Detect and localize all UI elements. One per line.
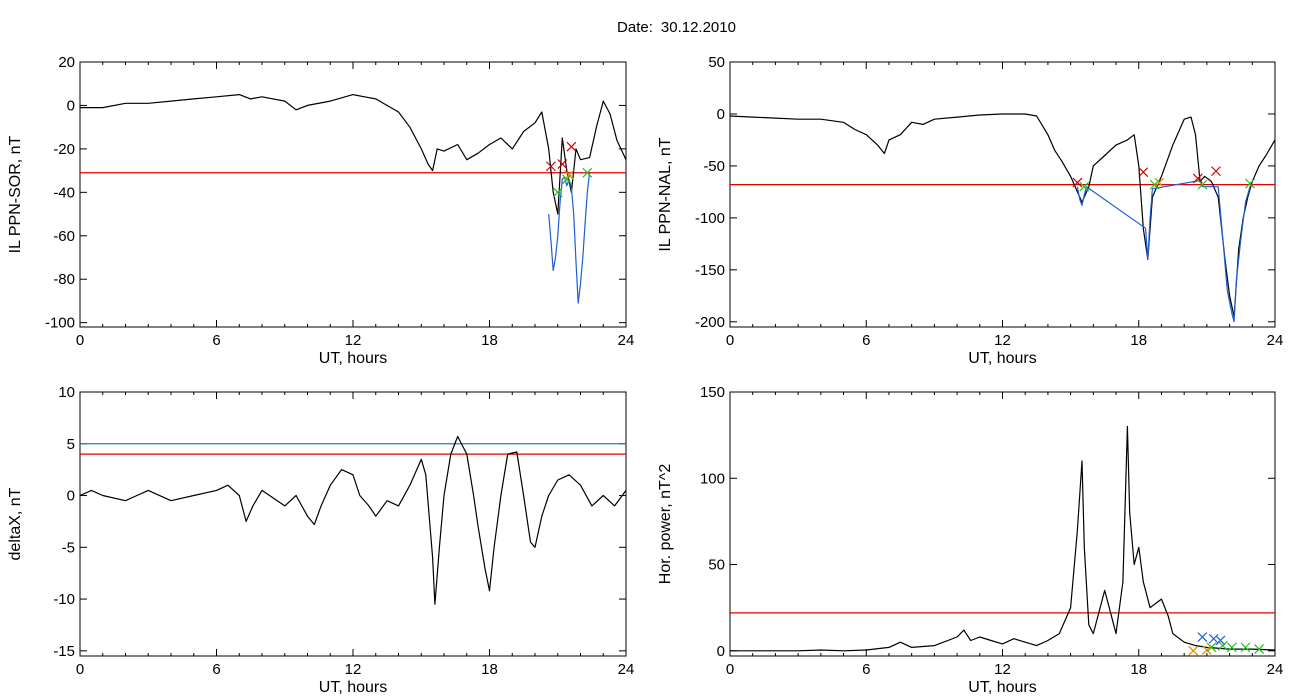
- series-line: [80, 94, 626, 215]
- y-tick-label: 50: [708, 557, 725, 574]
- x-axis-label: UT, hours: [319, 350, 387, 367]
- data-marker: [1208, 633, 1219, 644]
- data-marker: [1079, 181, 1090, 192]
- y-tick-label: -60: [53, 228, 75, 245]
- series-line: [548, 172, 591, 304]
- y-tick-label: 0: [717, 643, 725, 660]
- y-tick-label: 5: [67, 436, 75, 453]
- x-tick-label: 24: [618, 661, 635, 678]
- x-tick-label: 24: [1267, 661, 1284, 678]
- x-tick-label: 0: [726, 661, 734, 678]
- y-tick-label: 100: [700, 470, 725, 487]
- x-tick-label: 0: [726, 332, 734, 349]
- panel-hor-power: 0 6 12 18 24 150 100 50 0 UT, hours Hor. power, nT…: [657, 384, 1283, 696]
- data-marker: [1201, 645, 1212, 655]
- x-tick-label: 12: [994, 661, 1011, 678]
- y-tick-label: -100: [695, 210, 725, 227]
- data-marker: [1245, 178, 1255, 189]
- x-tick-label: 18: [1130, 661, 1147, 678]
- data-marker: [1072, 177, 1083, 188]
- page-title: Date: 30.12.2010: [0, 19, 1300, 36]
- data-marker: [1197, 179, 1208, 190]
- plot-frame: [729, 61, 1276, 328]
- data-marker: [1226, 642, 1237, 653]
- panel-il-ppn-nal: 0 6 12 18 24 50 0 -50 -100 -150 -200 UT, hours IL PP…: [657, 54, 1283, 367]
- x-axis-label: UT, hours: [968, 679, 1036, 696]
- date-value: 30.12.2010: [660, 19, 736, 36]
- y-tick-label: 20: [58, 54, 75, 71]
- x-axis-label: UT, hours: [319, 679, 387, 696]
- y-tick-label: -10: [53, 591, 75, 608]
- y-tick-label: -20: [53, 141, 75, 158]
- y-axis-label: deltaX, nT: [7, 487, 24, 560]
- data-marker: [557, 159, 568, 170]
- x-tick-label: 12: [345, 332, 362, 349]
- x-tick-label: 18: [481, 661, 498, 678]
- data-marker: [1254, 644, 1265, 655]
- data-marker: [1215, 635, 1226, 646]
- x-tick-label: 0: [76, 661, 84, 678]
- y-tick-label: 10: [58, 384, 75, 401]
- y-tick-label: -100: [45, 315, 75, 332]
- y-tick-label: -200: [695, 314, 725, 331]
- series-line: [730, 425, 1275, 652]
- data-marker: [1197, 632, 1208, 642]
- data-marker: [1217, 640, 1228, 651]
- y-tick-label: -150: [695, 262, 725, 279]
- y-tick-label: -50: [703, 158, 725, 175]
- x-tick-label: 18: [1130, 332, 1147, 349]
- x-tick-label: 24: [618, 332, 635, 349]
- y-axis-label: IL PPN-SOR, nT: [7, 135, 24, 253]
- data-marker: [1138, 167, 1149, 178]
- y-tick-label: -80: [53, 271, 75, 288]
- x-tick-label: 12: [994, 332, 1011, 349]
- y-tick-label: -5: [62, 539, 75, 556]
- y-axis-label: Hor. power, nT^2: [657, 464, 674, 585]
- series-line: [80, 435, 626, 605]
- data-marker: [1192, 173, 1203, 184]
- x-tick-label: 6: [212, 661, 220, 678]
- series-line: [1076, 179, 1251, 323]
- y-tick-label: 0: [67, 488, 75, 505]
- series-line: [730, 113, 1275, 318]
- panel-il-ppn-sor: 0 6 12 18 24 20 0 -20 -40 -60 -80 -100 UT, hours IL P…: [7, 54, 634, 367]
- data-marker: [1211, 166, 1221, 177]
- x-tick-label: 12: [345, 661, 362, 678]
- y-tick-label: 0: [67, 97, 75, 114]
- data-marker: [546, 161, 556, 172]
- data-marker: [1188, 645, 1199, 656]
- x-tick-label: 18: [481, 332, 498, 349]
- data-marker: [1206, 642, 1217, 653]
- y-tick-label: 150: [700, 384, 725, 401]
- x-tick-label: 24: [1267, 332, 1284, 349]
- plot-frame: [729, 391, 1276, 657]
- x-tick-label: 6: [212, 332, 220, 349]
- y-tick-label: 50: [708, 54, 725, 71]
- y-tick-label: 0: [717, 106, 725, 123]
- y-tick-label: -15: [53, 643, 75, 660]
- plot-frame: [79, 391, 627, 657]
- data-marker: [564, 170, 575, 180]
- x-tick-label: 6: [862, 332, 870, 349]
- data-marker: [552, 187, 563, 198]
- data-marker: [582, 167, 593, 178]
- y-axis-label: IL PPN-NAL, nT: [657, 137, 674, 251]
- data-marker: [566, 141, 577, 152]
- x-tick-label: 0: [76, 332, 84, 349]
- data-marker: [1154, 177, 1165, 188]
- x-axis-label: UT, hours: [968, 350, 1036, 367]
- data-marker: [1240, 642, 1251, 653]
- y-tick-label: -40: [53, 184, 75, 201]
- panel-deltax: 0 6 12 18 24 10 5 0 -5 -10 -15 UT, hours deltaX, nT: [7, 384, 634, 696]
- x-tick-label: 6: [862, 661, 870, 678]
- date-label: Date:: [617, 19, 653, 36]
